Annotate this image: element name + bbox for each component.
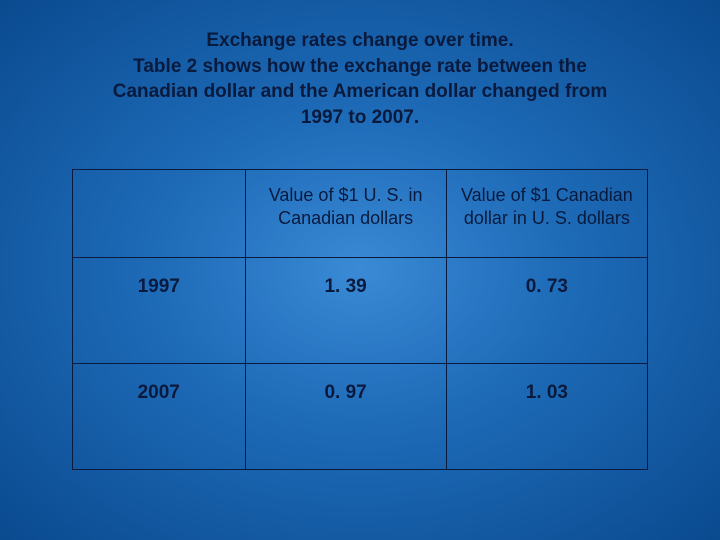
- slide: Exchange rates change over time. Table 2…: [0, 0, 720, 540]
- table-container: Value of $1 U. S. in Canadian dollars Va…: [72, 169, 648, 470]
- title-line-2: Table 2 shows how the exchange rate betw…: [38, 54, 682, 80]
- header-cad-in-usd: Value of $1 Canadian dollar in U. S. dol…: [446, 169, 647, 257]
- cell-year: 1997: [73, 257, 246, 363]
- table-row: 2007 0. 97 1. 03: [73, 363, 648, 469]
- cell-usd-in-cad: 1. 39: [245, 257, 446, 363]
- cell-usd-in-cad: 0. 97: [245, 363, 446, 469]
- title-line-1: Exchange rates change over time.: [38, 28, 682, 54]
- title-line-4: 1997 to 2007.: [38, 105, 682, 131]
- title-line-3: Canadian dollar and the American dollar …: [38, 79, 682, 105]
- title-block: Exchange rates change over time. Table 2…: [38, 28, 682, 131]
- cell-cad-in-usd: 0. 73: [446, 257, 647, 363]
- header-usd-in-cad: Value of $1 U. S. in Canadian dollars: [245, 169, 446, 257]
- table-header-row: Value of $1 U. S. in Canadian dollars Va…: [73, 169, 648, 257]
- cell-year: 2007: [73, 363, 246, 469]
- header-empty: [73, 169, 246, 257]
- table-row: 1997 1. 39 0. 73: [73, 257, 648, 363]
- cell-cad-in-usd: 1. 03: [446, 363, 647, 469]
- exchange-rate-table: Value of $1 U. S. in Canadian dollars Va…: [72, 169, 648, 470]
